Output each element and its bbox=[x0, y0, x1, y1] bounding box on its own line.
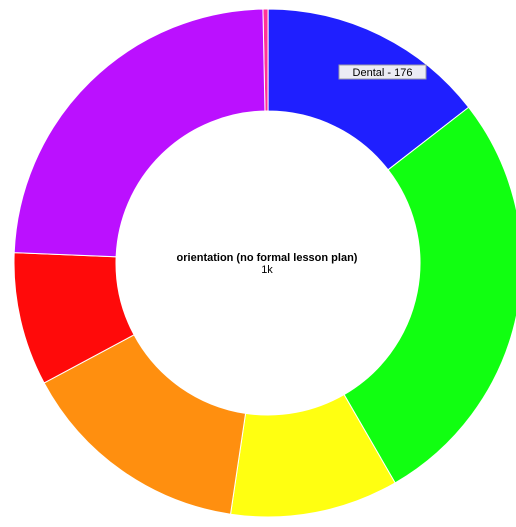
tooltip-box bbox=[338, 64, 427, 80]
tooltip-text: Dental - 176 bbox=[353, 67, 413, 79]
slice-tooltip: Dental - 176 bbox=[338, 64, 427, 80]
center-label: orientation (no formal lesson plan) 1k bbox=[177, 252, 358, 276]
slice-2[interactable] bbox=[343, 106, 516, 484]
slices-layer bbox=[13, 8, 516, 518]
center-title: orientation (no formal lesson plan) bbox=[177, 252, 358, 264]
slice-6[interactable] bbox=[13, 8, 266, 258]
center-value: 1k bbox=[261, 264, 273, 276]
